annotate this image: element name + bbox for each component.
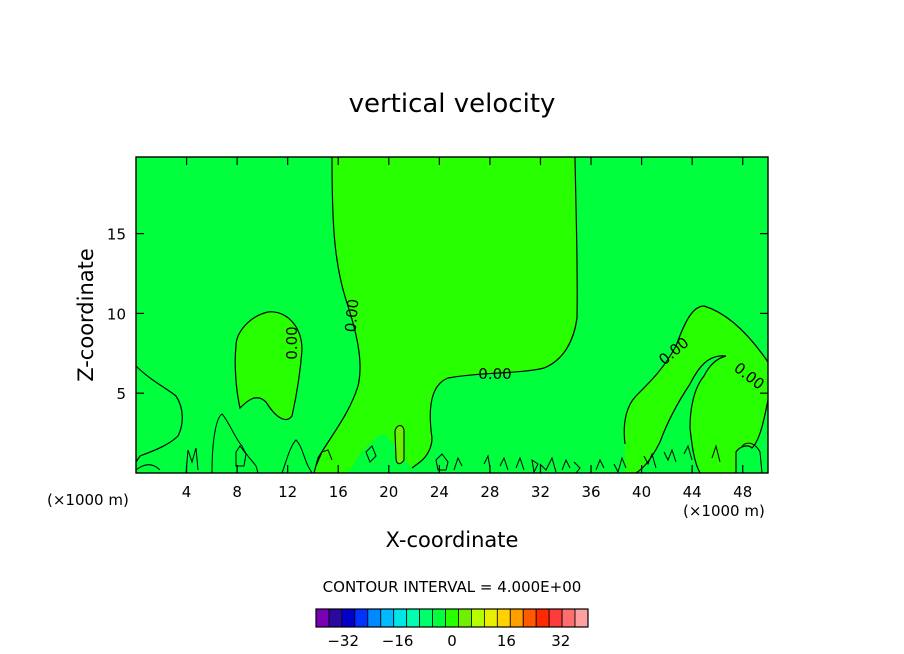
x-tick-label: 48 xyxy=(733,483,752,501)
x-tick-label: 44 xyxy=(683,483,702,501)
colorbar-swatch xyxy=(483,608,498,628)
x-axis-label: X-coordinate xyxy=(386,528,519,552)
colorbar-swatch xyxy=(380,608,395,628)
colorbar-swatch xyxy=(522,608,537,628)
contour-interval-text: CONTOUR INTERVAL = 4.000E+00 xyxy=(323,578,582,596)
y-axis-label: Z-coordinate xyxy=(74,248,98,382)
contour-line-center xyxy=(313,156,578,474)
contour-label: 0.00 xyxy=(342,298,363,333)
x-tick-label: 32 xyxy=(531,483,550,501)
x-tick-label: 12 xyxy=(278,483,297,501)
x-tick-label: 40 xyxy=(632,483,651,501)
x-tick-label: 28 xyxy=(480,483,499,501)
x-tick-label: 24 xyxy=(430,483,449,501)
y-tick-label: 10 xyxy=(107,305,126,323)
contour-line-left-edge xyxy=(135,365,183,463)
colorbar-frame xyxy=(315,608,589,628)
x-tick-label: 36 xyxy=(581,483,600,501)
chart-title: vertical velocity xyxy=(349,89,556,119)
colorbar: −32 −16 0 16 32 xyxy=(315,608,589,650)
colorbar-swatch xyxy=(341,608,356,628)
colorbar-tick-label: 32 xyxy=(551,632,570,650)
colorbar-swatch xyxy=(367,608,382,628)
x-tick-label: 4 xyxy=(182,483,192,501)
contour-label: 0.00 xyxy=(478,365,511,383)
x-axis: 4 8 12 16 20 24 28 32 36 40 44 48 xyxy=(182,157,752,501)
colorbar-swatch xyxy=(471,608,485,628)
y-tick-label: 15 xyxy=(107,226,126,244)
colorbar-swatch xyxy=(496,608,511,628)
plot-area xyxy=(135,156,769,474)
colorbar-tick-label: 0 xyxy=(447,632,457,650)
colorbar-swatch xyxy=(445,608,459,628)
colorbar-swatch xyxy=(419,608,433,628)
x-tick-label: 8 xyxy=(232,483,242,501)
positive-region-right xyxy=(624,306,768,473)
small-positive-cell xyxy=(395,425,404,464)
colorbar-swatch xyxy=(432,608,446,628)
colorbar-swatch xyxy=(328,608,343,628)
y-axis: 5 10 15 xyxy=(107,226,768,403)
positive-region-center xyxy=(314,157,578,473)
colorbar-swatch xyxy=(574,608,589,628)
colorbar-swatch xyxy=(548,608,563,628)
contour-noise-bottom xyxy=(135,413,763,474)
y-tick-label: 5 xyxy=(116,385,126,403)
colorbar-tick-label: −16 xyxy=(382,632,414,650)
colorbar-swatch xyxy=(458,608,472,628)
contour-line-right-lobe xyxy=(623,305,769,474)
x-unit-left: (×1000 m) xyxy=(47,491,129,509)
contour-line-small-cell xyxy=(394,424,405,465)
contour-line-left-lobe xyxy=(234,311,303,421)
colorbar-swatch xyxy=(509,608,524,628)
colorbar-swatch xyxy=(535,608,550,628)
colorbar-swatch xyxy=(406,608,421,628)
plot-frame xyxy=(135,156,769,474)
colorbar-swatch xyxy=(561,608,576,628)
colorbar-swatch xyxy=(393,608,408,628)
colorbar-tick-label: −32 xyxy=(327,632,359,650)
contour-label: 0.00 xyxy=(283,326,301,359)
colorbar-swatch xyxy=(315,608,330,628)
x-tick-label: 20 xyxy=(379,483,398,501)
colorbar-tick-label: 16 xyxy=(497,632,516,650)
positive-region-left xyxy=(235,311,302,420)
x-unit-right: (×1000 m) xyxy=(683,502,765,520)
x-tick-label: 16 xyxy=(329,483,348,501)
colorbar-swatch xyxy=(354,608,369,628)
